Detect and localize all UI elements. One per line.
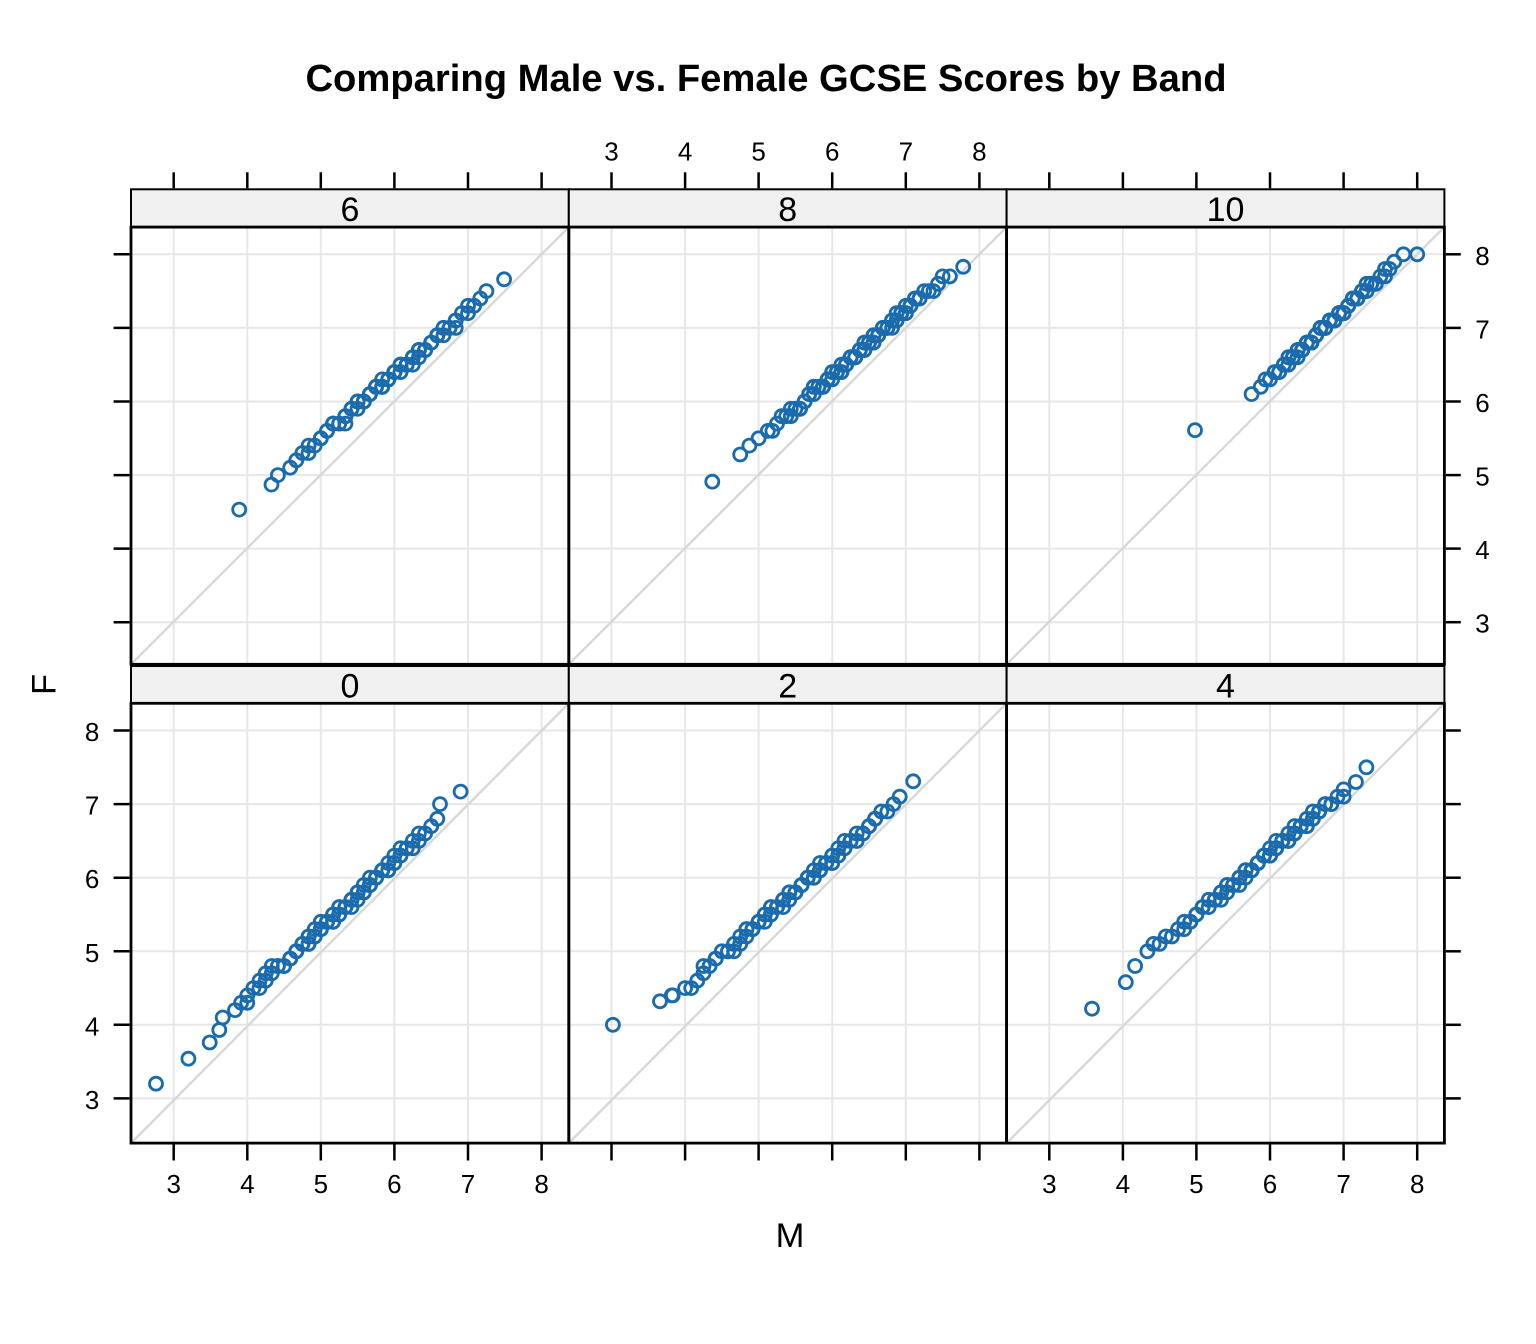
svg-text:6: 6	[1263, 1169, 1277, 1199]
svg-text:4: 4	[85, 1011, 99, 1041]
svg-text:8: 8	[1475, 241, 1489, 271]
svg-text:7: 7	[1336, 1169, 1350, 1199]
svg-text:6: 6	[825, 137, 839, 167]
svg-text:3: 3	[85, 1085, 99, 1115]
svg-text:3: 3	[604, 137, 618, 167]
svg-text:4: 4	[1475, 535, 1489, 565]
svg-text:4: 4	[1216, 668, 1235, 706]
svg-text:5: 5	[314, 1169, 328, 1199]
svg-text:4: 4	[678, 137, 692, 167]
svg-text:8: 8	[534, 1169, 548, 1199]
svg-text:3: 3	[166, 1169, 180, 1199]
svg-text:2: 2	[778, 668, 797, 706]
svg-text:5: 5	[1475, 462, 1489, 492]
svg-text:4: 4	[1116, 1169, 1130, 1199]
svg-text:6: 6	[85, 864, 99, 894]
svg-text:M: M	[776, 1217, 805, 1255]
svg-text:3: 3	[1475, 609, 1489, 639]
svg-text:7: 7	[1475, 314, 1489, 344]
svg-text:7: 7	[85, 791, 99, 821]
svg-text:5: 5	[85, 938, 99, 968]
svg-text:F: F	[26, 674, 64, 695]
svg-text:8: 8	[778, 191, 797, 229]
svg-text:Comparing Male vs. Female GCSE: Comparing Male vs. Female GCSE Scores by…	[305, 57, 1226, 100]
svg-text:0: 0	[340, 668, 359, 706]
svg-text:3: 3	[1042, 1169, 1056, 1199]
svg-text:6: 6	[1475, 388, 1489, 418]
svg-text:8: 8	[1410, 1169, 1424, 1199]
svg-text:7: 7	[899, 137, 913, 167]
svg-text:10: 10	[1207, 191, 1245, 229]
svg-text:6: 6	[387, 1169, 401, 1199]
svg-text:7: 7	[461, 1169, 475, 1199]
svg-text:5: 5	[1189, 1169, 1203, 1199]
svg-text:8: 8	[85, 717, 99, 747]
svg-text:5: 5	[751, 137, 765, 167]
svg-text:4: 4	[240, 1169, 254, 1199]
svg-text:6: 6	[340, 191, 359, 229]
svg-text:8: 8	[972, 137, 986, 167]
